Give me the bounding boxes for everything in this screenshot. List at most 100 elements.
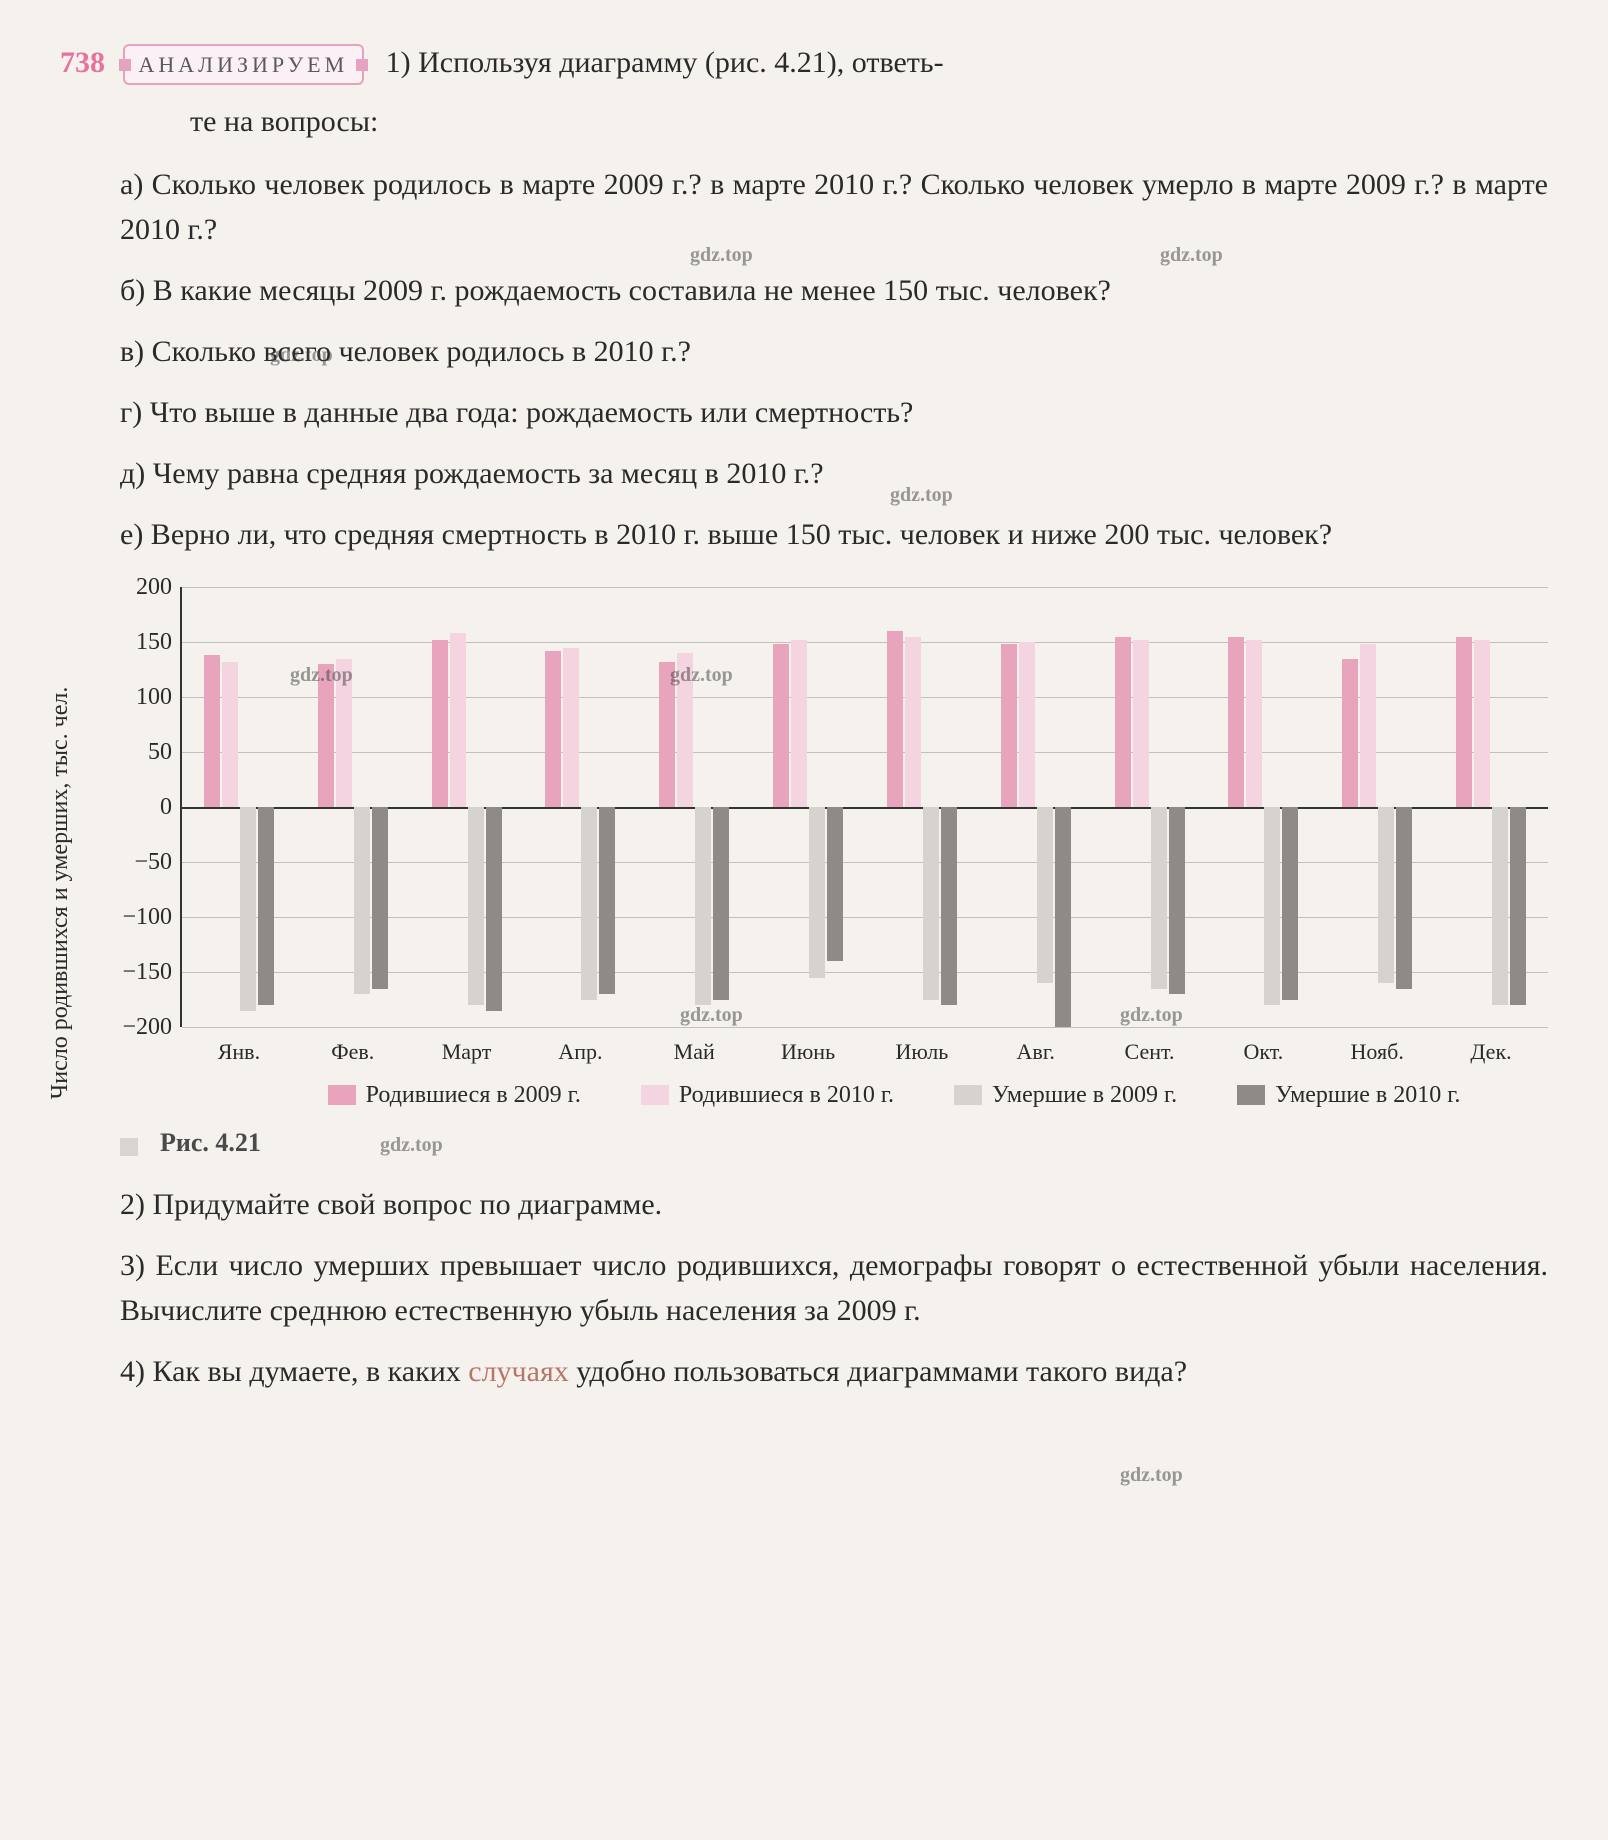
y-tick: −50: [112, 844, 172, 880]
month-label: Дек.: [1470, 1035, 1511, 1068]
month-label: Янв.: [218, 1035, 260, 1068]
bar: [563, 648, 579, 808]
bar: [318, 664, 334, 807]
analyze-tag: АНАЛИЗИРУЕМ: [123, 44, 365, 85]
bar: [581, 807, 597, 1000]
intro-text-1: 1) Используя диаграмму (рис. 4.21), отве…: [386, 46, 944, 79]
question-d: г) Что выше в данные два года: рождаемос…: [120, 390, 1548, 435]
chart-container: Число родившихся и умерших, тыс. чел. 20…: [60, 587, 1548, 1162]
bar: [1360, 644, 1376, 807]
month-label: Апр.: [558, 1035, 602, 1068]
legend-swatch: [641, 1085, 669, 1105]
bar: [1456, 637, 1472, 808]
legend: Родившиеся в 2009 г. Родившиеся в 2010 г.…: [240, 1077, 1548, 1113]
bar: [372, 807, 388, 989]
month-group: Июнь: [751, 587, 865, 1027]
bar: [1228, 637, 1244, 808]
task-number: 738: [60, 40, 105, 85]
bar: [905, 637, 921, 808]
bar: [240, 807, 256, 1011]
bar: [1019, 642, 1035, 807]
bar: [486, 807, 502, 1011]
bar: [1246, 640, 1262, 807]
bar: [809, 807, 825, 978]
bar: [258, 807, 274, 1005]
legend-label: Родившиеся в 2009 г.: [366, 1077, 581, 1113]
bar: [1115, 637, 1131, 808]
bar: [1151, 807, 1167, 989]
bars-row: Янв.Фев.МартАпр.МайИюньИюльАвг.Сент.Окт.…: [182, 587, 1548, 1027]
part-4-a: 4) Как вы думаете, в каких: [120, 1355, 468, 1388]
y-tick: −200: [112, 1009, 172, 1045]
bar: [923, 807, 939, 1000]
month-group: Сент.: [1093, 587, 1207, 1027]
bar: [336, 659, 352, 808]
month-group: Янв.: [182, 587, 296, 1027]
y-tick: −100: [112, 899, 172, 935]
page-content: 738 АНАЛИЗИРУЕМ 1) Используя диаграмму (…: [60, 40, 1548, 1394]
bar: [1474, 640, 1490, 807]
bar: [659, 662, 675, 807]
bar: [791, 640, 807, 807]
y-tick: 100: [112, 679, 172, 715]
month-label: Май: [674, 1035, 715, 1068]
bar: [432, 640, 448, 807]
part-4-highlight: случаях: [468, 1355, 569, 1388]
question-f: е) Верно ли, что средняя смертность в 20…: [120, 512, 1548, 557]
month-group: Нояб.: [1320, 587, 1434, 1027]
figure-caption: Рис. 4.21: [120, 1123, 1548, 1162]
legend-label: Умершие в 2009 г.: [992, 1077, 1177, 1113]
bar: [354, 807, 370, 994]
legend-swatch: [1237, 1085, 1265, 1105]
bar: [773, 644, 789, 807]
bar: [1396, 807, 1412, 989]
month-label: Сент.: [1125, 1035, 1175, 1068]
month-group: Июль: [865, 587, 979, 1027]
gridline: [182, 1027, 1548, 1028]
bar: [941, 807, 957, 1005]
part-2: 2) Придумайте свой вопрос по диаграмме.: [120, 1182, 1548, 1227]
bar: [599, 807, 615, 994]
bar: [1055, 807, 1071, 1027]
bar: [887, 631, 903, 807]
task-header: 738 АНАЛИЗИРУЕМ 1) Используя диаграмму (…: [60, 40, 1548, 85]
bar: [1342, 659, 1358, 808]
part-4: 4) Как вы думаете, в каких случаях удобн…: [120, 1349, 1548, 1394]
month-label: Июнь: [781, 1035, 835, 1068]
figure-marker-icon: [120, 1138, 138, 1156]
chart-area: 200150100500−50−100−150−200Янв.Фев.МартА…: [180, 587, 1548, 1027]
bar: [222, 662, 238, 807]
bar: [468, 807, 484, 1005]
y-tick: 0: [112, 789, 172, 825]
bar: [713, 807, 729, 1000]
y-tick: 150: [112, 624, 172, 660]
y-tick: −150: [112, 954, 172, 990]
month-label: Авг.: [1017, 1035, 1055, 1068]
month-label: Окт.: [1243, 1035, 1283, 1068]
month-group: Март: [410, 587, 524, 1027]
legend-swatch: [328, 1085, 356, 1105]
intro-text-2: те на вопросы:: [190, 99, 1548, 144]
question-b: б) В какие месяцы 2009 г. рождаемость со…: [120, 268, 1548, 313]
bar: [827, 807, 843, 961]
watermark: gdz.top: [1120, 1460, 1183, 1490]
y-axis-label: Число родившихся и умерших, тыс. чел.: [42, 686, 78, 1099]
question-c: в) Сколько всего человек родилось в 2010…: [120, 329, 1548, 374]
legend-label: Умершие в 2010 г.: [1275, 1077, 1460, 1113]
bar: [695, 807, 711, 1005]
bar: [1492, 807, 1508, 1005]
month-group: Авг.: [979, 587, 1093, 1027]
month-group: Дек.: [1434, 587, 1548, 1027]
month-label: Фев.: [331, 1035, 374, 1068]
legend-label: Родившиеся в 2010 г.: [679, 1077, 894, 1113]
figure-caption-text: Рис. 4.21: [160, 1128, 261, 1157]
question-e: д) Чему равна средняя рождаемость за мес…: [120, 451, 1548, 496]
question-a: а) Сколько человек родилось в марте 2009…: [120, 162, 1548, 252]
legend-item: Умершие в 2010 г.: [1237, 1077, 1460, 1113]
month-label: Июль: [895, 1035, 948, 1068]
bar: [545, 651, 561, 807]
legend-swatch: [954, 1085, 982, 1105]
bar: [1037, 807, 1053, 983]
bar: [450, 633, 466, 807]
bar: [204, 655, 220, 807]
